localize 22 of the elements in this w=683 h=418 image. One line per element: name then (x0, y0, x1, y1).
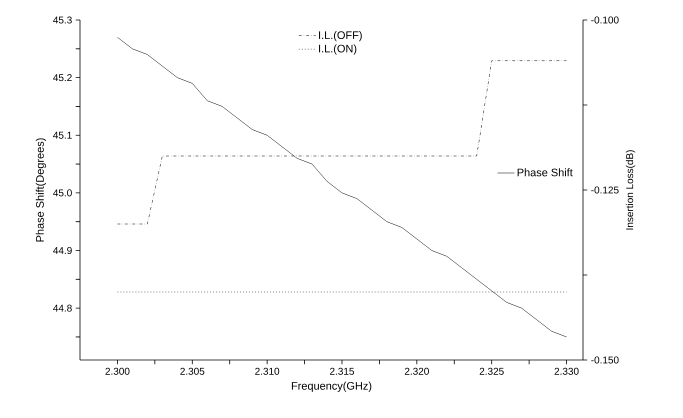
x-tick-label: 2.330 (554, 368, 579, 375)
legend-label: I.L.(OFF) (319, 30, 362, 42)
legend-label: I.L.(ON) (319, 44, 356, 55)
y-tick-label: 45.2 (53, 74, 72, 82)
y2-tick-label: -0.100 (591, 16, 619, 24)
x-tick-label: 2.310 (255, 368, 280, 375)
y-tick-label: 44.8 (53, 304, 72, 312)
x-axis-title: Frequency(GHz) (292, 382, 372, 392)
y-tick-label: 45.3 (53, 16, 72, 24)
y2-tick-label: -0.125 (591, 186, 619, 194)
x-tick-label: 2.325 (480, 368, 504, 375)
y-tick-label: 45.1 (53, 132, 72, 139)
y-tick-label: 45.0 (53, 189, 72, 196)
x-tick-label: 2.300 (105, 368, 130, 375)
x-tick-label: 2.315 (330, 368, 354, 375)
x-tick-label: 2.320 (404, 368, 429, 375)
y-axis-title: Phase Shift(Degrees) (36, 138, 46, 242)
y2-tick-label: -0.150 (591, 356, 619, 364)
legend-label: Phase Shift (518, 168, 573, 176)
x-tick-label: 2.305 (180, 368, 204, 375)
y-tick-label: 44.9 (53, 246, 72, 254)
y2-axis-title: Insertion Loss(dB) (626, 150, 636, 230)
